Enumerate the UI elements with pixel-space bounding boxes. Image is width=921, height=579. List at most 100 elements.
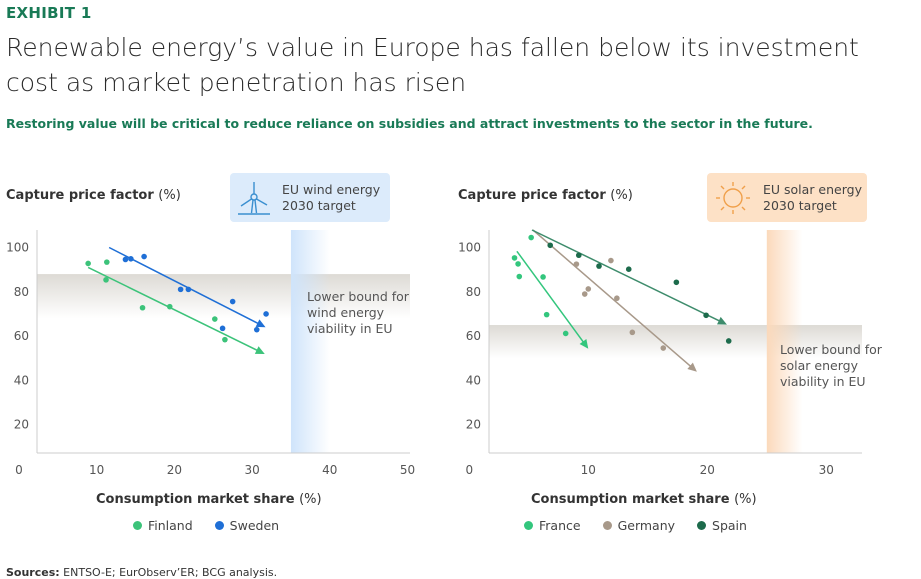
wind-lower-bound-note: Lower bound for wind energy viability in… (307, 289, 409, 337)
data-point-germany (614, 295, 620, 302)
data-point-germany (660, 345, 667, 351)
data-point-germany (608, 257, 614, 264)
data-point-germany (573, 261, 580, 267)
y-axis-label: Capture price factor (458, 188, 606, 203)
note-line: viability in EU (307, 321, 393, 336)
note-line: wind energy (307, 305, 385, 320)
data-point-spain (703, 312, 709, 319)
x-tick-label: 20 (167, 463, 182, 477)
solar-target-box: EU solar energy 2030 target (707, 173, 867, 222)
page-title: Renewable energy’s value in Europe has f… (6, 33, 859, 97)
data-point-sweden (229, 298, 236, 305)
legend-item-germany: Germany (602, 518, 676, 533)
data-point-finland (222, 336, 228, 343)
y-tick-label: 60 (466, 329, 481, 343)
data-point-sweden (219, 325, 226, 332)
legend-label: Sweden (229, 518, 280, 533)
trend-line-sweden (108, 246, 265, 328)
data-point-finland (104, 259, 110, 265)
trend-line-finland (87, 266, 264, 354)
y-tick-label: 100 (458, 241, 481, 255)
data-point-sweden (141, 253, 147, 260)
target-label-line1: EU wind energy (282, 181, 381, 197)
legend-item-spain: Spain (697, 518, 747, 533)
x-tick-label: 30 (819, 463, 834, 477)
data-point-spain (625, 266, 632, 273)
y-tick-label: 40 (14, 373, 29, 387)
target-band (766, 230, 803, 453)
solar-lower-bound-note: Lower bound for solar energy viability i… (780, 342, 882, 390)
note-line: Lower bound for (307, 289, 409, 304)
data-point-sweden (122, 256, 129, 263)
target-label-line2: 2030 target (763, 197, 837, 213)
legend-marker (602, 521, 612, 530)
legend-item-france: France (524, 518, 581, 533)
note-line: viability in EU (780, 374, 866, 389)
x-tick-label: 50 (400, 463, 415, 477)
x-tick-label: 10 (581, 463, 596, 477)
wind-target-box: EU wind energy 2030 target (230, 173, 390, 222)
exhibit-label: EXHIBIT 1 (6, 4, 92, 22)
data-point-spain (547, 242, 554, 249)
data-point-germany (629, 329, 636, 336)
data-point-france (516, 273, 523, 280)
data-point-finland (212, 316, 218, 322)
target-label-line2: 2030 target (282, 197, 356, 213)
y-tick-label: 20 (14, 418, 29, 432)
x-axis-unit: (%) (299, 492, 322, 507)
trend-arrow-finland (254, 346, 265, 355)
sources-label: Sources: (6, 566, 60, 579)
data-point-finland (139, 304, 146, 311)
legend-label: Spain (712, 518, 747, 533)
note-line: solar energy (780, 358, 858, 373)
legend-marker (524, 521, 533, 530)
legend-marker (214, 521, 224, 530)
data-point-france (540, 274, 546, 280)
y-tick-label: 40 (466, 373, 481, 387)
data-point-sweden (185, 286, 192, 293)
data-point-france (543, 311, 550, 318)
target-label-line1: EU solar energy (763, 181, 862, 197)
legend-label: Germany (617, 518, 676, 533)
data-point-sweden (128, 255, 134, 262)
data-point-germany (585, 286, 592, 292)
data-point-germany (581, 291, 588, 297)
x-axis-label: Consumption market share (531, 492, 730, 507)
left-chart: 0 10 20 30 40 50 20 40 60 80 100 (6, 230, 415, 477)
sun-icon (716, 181, 750, 214)
data-point-spain (575, 252, 582, 259)
legend-label: France (539, 518, 581, 533)
data-point-finland (85, 260, 91, 267)
data-point-france (528, 234, 534, 241)
data-point-spain (596, 263, 602, 269)
note-line: Lower bound for (780, 342, 882, 357)
data-point-sweden (253, 326, 260, 333)
right-x-axis-title: Consumption market share (%) (531, 492, 757, 507)
left-y-axis-title: Capture price factor (%) (6, 188, 181, 203)
target-band (290, 230, 330, 453)
data-point-france (515, 261, 521, 267)
y-tick-label: 80 (466, 285, 481, 299)
right-chart: 0 10 20 30 20 40 60 80 100 (458, 229, 862, 477)
y-axis-unit: (%) (610, 188, 633, 203)
x-tick-label: 30 (244, 463, 259, 477)
right-y-axis-title: Capture price factor (%) (458, 188, 633, 203)
sources-text: ENTSO-E; EurObserv’ER; BCG analysis. (59, 566, 278, 579)
lower-bound-band (37, 274, 410, 319)
trend-line-france (516, 250, 588, 348)
trend-line-germany (532, 229, 696, 371)
legend-marker (133, 521, 142, 530)
data-point-spain (725, 338, 732, 344)
y-tick-label: 100 (6, 241, 29, 255)
wind-turbine-icon (238, 181, 270, 215)
page-subtitle: Restoring value will be critical to redu… (6, 116, 813, 131)
legend-marker (697, 521, 707, 530)
legend-item-sweden: Sweden (214, 518, 280, 533)
x-tick-label: 0 (15, 463, 23, 477)
trend-arrow-spain (717, 316, 727, 325)
data-point-sweden (177, 286, 184, 293)
trend-arrow-germany (687, 362, 697, 372)
y-axis-label: Capture price factor (6, 188, 154, 203)
data-point-finland (103, 277, 109, 283)
